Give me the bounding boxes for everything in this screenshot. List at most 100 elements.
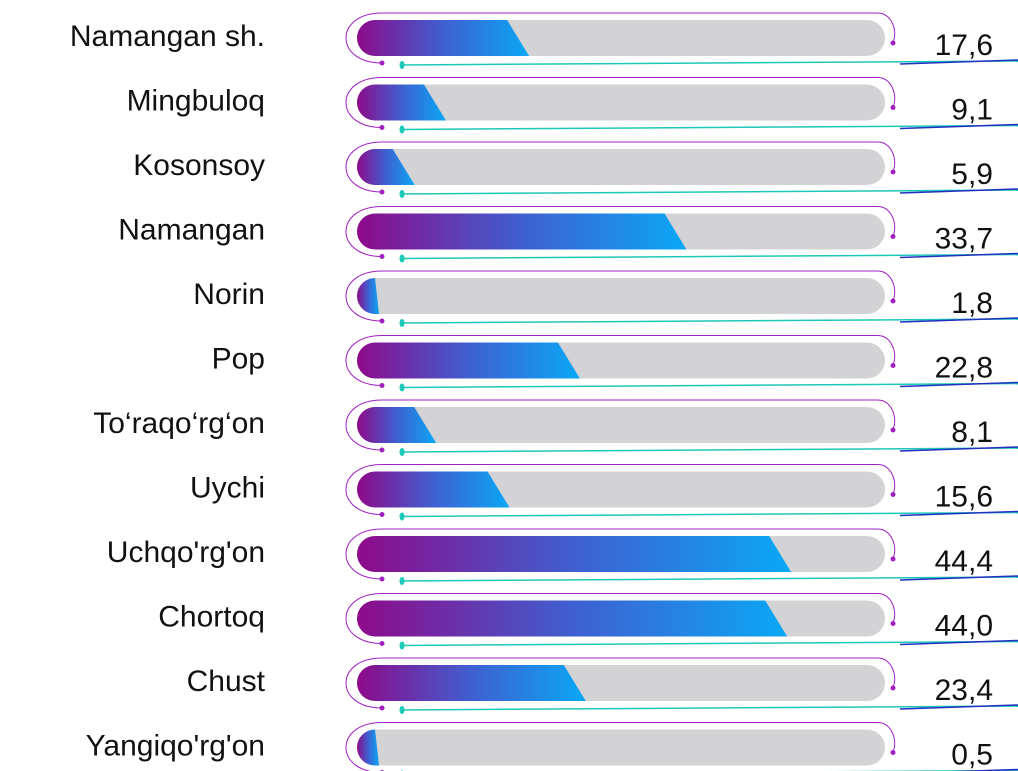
- value-label: 0,5: [951, 738, 993, 771]
- accent-line: [399, 318, 1018, 324]
- accent-line: [399, 447, 1018, 453]
- dot: [890, 40, 896, 46]
- dot: [379, 60, 385, 66]
- bar-outline: [345, 335, 896, 386]
- underline: [899, 639, 1018, 646]
- bar: [357, 84, 446, 121]
- category-label: Norin: [193, 278, 265, 311]
- accent-line: [399, 576, 1018, 582]
- value-label: 44,0: [935, 609, 993, 642]
- underline: [951, 768, 1018, 771]
- dot: [379, 189, 385, 195]
- bar-outline: [345, 593, 896, 644]
- dot: [379, 641, 385, 646]
- accent-line: [399, 253, 1018, 260]
- dot: [379, 318, 385, 324]
- dot: [890, 169, 896, 175]
- dot: [890, 234, 896, 239]
- bar-outline: [345, 206, 896, 257]
- underline: [899, 317, 1018, 323]
- bar-outline: [345, 464, 896, 515]
- underline: [899, 704, 1018, 710]
- category-label: To‘raqo‘rg‘on: [93, 407, 265, 440]
- dot: [379, 125, 385, 130]
- underline: [899, 575, 1018, 581]
- category-label: Uychi: [190, 471, 265, 504]
- underline: [899, 123, 1018, 130]
- dot: [890, 556, 896, 562]
- bar-outline: [345, 399, 896, 451]
- accent-line: [399, 511, 1018, 518]
- value-label: 23,4: [935, 674, 993, 707]
- bar: [357, 342, 580, 379]
- bar: [357, 278, 379, 314]
- bar-track: [357, 729, 885, 766]
- dot: [890, 105, 896, 110]
- accent-line: [399, 60, 1018, 66]
- value-label: 8,1: [951, 416, 993, 449]
- bar-outline: [345, 722, 896, 771]
- underline: [899, 59, 1018, 65]
- bar: [357, 600, 788, 637]
- dot: [399, 61, 405, 69]
- bar-outline: [345, 528, 896, 580]
- dot: [890, 621, 896, 626]
- bar: [357, 213, 687, 250]
- dot: [890, 750, 896, 755]
- bar-track: [357, 407, 885, 443]
- dot: [399, 319, 405, 327]
- dot: [399, 448, 405, 456]
- accent-line: [399, 189, 1018, 195]
- accent-line: [399, 124, 1018, 131]
- category-label: Pop: [212, 342, 265, 375]
- accent-line: [399, 382, 1018, 389]
- underline: [899, 188, 1018, 194]
- value-label: 15,6: [935, 480, 993, 513]
- underline: [899, 510, 1018, 517]
- value-label: 5,9: [951, 158, 993, 191]
- dot: [379, 383, 385, 388]
- bar-outline: [345, 12, 896, 64]
- bar: [357, 407, 437, 443]
- bar-track: [357, 84, 885, 121]
- dot: [890, 427, 896, 433]
- bar: [357, 149, 415, 185]
- dot: [399, 641, 405, 650]
- category-label: Kosonsoy: [133, 149, 265, 182]
- value-label: 22,8: [935, 351, 993, 384]
- underline: [899, 446, 1018, 452]
- bar-outline: [345, 141, 896, 193]
- dot: [399, 190, 405, 198]
- dot: [399, 383, 405, 392]
- dot: [399, 512, 405, 521]
- category-label: Mingbuloq: [127, 84, 265, 117]
- bar-track: [357, 149, 885, 185]
- underline: [899, 252, 1018, 259]
- value-label: 9,1: [951, 93, 993, 126]
- dot: [399, 125, 405, 134]
- bar: [357, 729, 379, 766]
- underline: [899, 381, 1018, 388]
- bar-outline: [345, 657, 896, 709]
- dot: [890, 492, 896, 497]
- category-label: Namangan: [118, 213, 265, 246]
- dot: [379, 447, 385, 453]
- category-label: Chust: [187, 665, 266, 698]
- dot: [379, 705, 385, 711]
- bar-outline: [345, 77, 896, 128]
- dot: [399, 254, 405, 263]
- category-label: Namangan sh.: [70, 20, 265, 53]
- accent-line: [399, 705, 1018, 711]
- bar: [357, 471, 510, 508]
- dot: [379, 254, 385, 259]
- bar: [357, 665, 586, 701]
- value-label: 44,4: [935, 545, 993, 578]
- category-label: Uchqo'rg'on: [107, 536, 265, 569]
- category-label: Chortoq: [158, 600, 265, 633]
- dot: [890, 685, 896, 691]
- value-label: 1,8: [951, 287, 993, 320]
- bar: [357, 536, 792, 572]
- bar-track: [357, 278, 885, 314]
